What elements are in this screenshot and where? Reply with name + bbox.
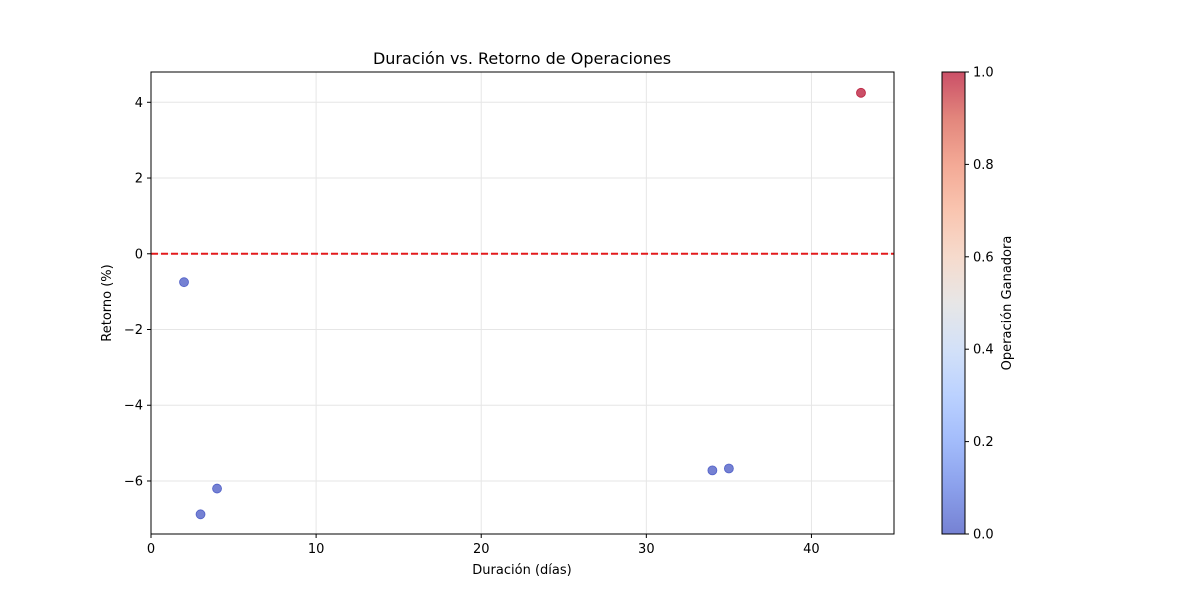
colorbar-label: Operación Ganadora [1000, 236, 1015, 371]
y-tick-label: −6 [124, 474, 143, 489]
data-point [723, 463, 734, 474]
colorbar-tick-label: 0.6 [973, 250, 994, 265]
x-axis-label: Duración (días) [472, 563, 571, 578]
data-point [212, 483, 222, 494]
data-point [179, 277, 189, 288]
colorbar-ticks: 0.0 0.2 0.4 0.6 0.8 1.0 [965, 66, 994, 543]
x-tick-label: 0 [147, 542, 155, 557]
grid-lines [150, 72, 894, 534]
plot-frame [150, 71, 895, 535]
colorbar-gradient [942, 72, 965, 534]
colorbar-frame [941, 71, 966, 535]
colorbar-tick-label: 0.4 [973, 343, 994, 358]
colorbar-tick-label: 0.0 [973, 528, 994, 543]
y-axis-ticks: 4 2 0 −2 −4 −6 [124, 96, 151, 489]
y-tick-label: 2 [135, 172, 143, 187]
data-point [707, 465, 718, 476]
data-point [856, 87, 866, 98]
x-tick-label: 10 [308, 542, 325, 557]
colorbar-tick-label: 0.2 [973, 435, 994, 450]
chart-title: Duración vs. Retorno de Operaciones [373, 49, 671, 68]
y-tick-label: −4 [124, 399, 143, 414]
x-tick-label: 30 [638, 542, 655, 557]
y-tick-label: 4 [135, 96, 143, 111]
x-tick-label: 20 [473, 542, 490, 557]
scatter-points [179, 87, 866, 520]
colorbar-tick-label: 1.0 [973, 66, 994, 81]
y-tick-label: 0 [135, 247, 143, 262]
y-tick-label: −2 [124, 323, 143, 338]
x-axis-ticks: 0 10 20 30 40 [147, 534, 820, 557]
colorbar-tick-label: 0.8 [973, 158, 994, 173]
data-point [195, 509, 206, 520]
y-axis-label: Retorno (%) [100, 264, 115, 341]
x-tick-label: 40 [803, 542, 820, 557]
